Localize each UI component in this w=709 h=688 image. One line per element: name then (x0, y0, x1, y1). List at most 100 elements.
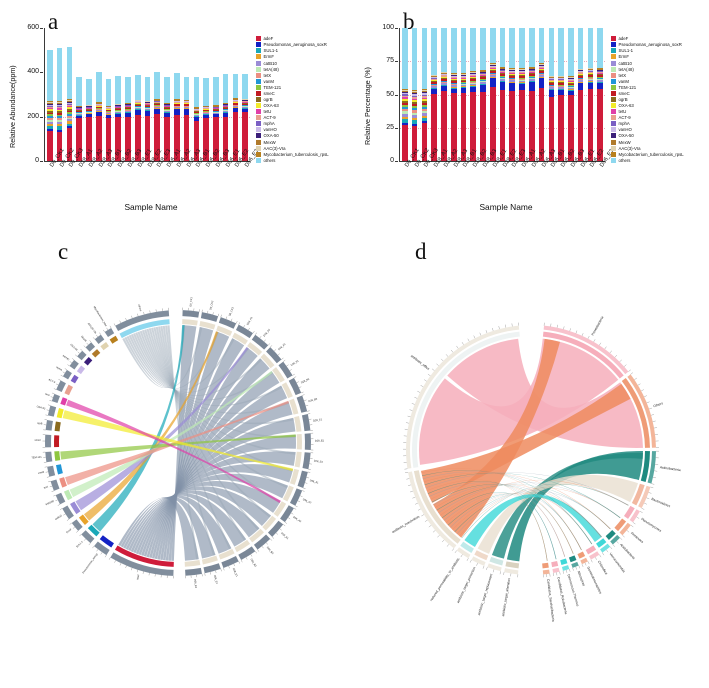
legend-item[interactable]: ErmF (611, 54, 684, 60)
bar-column[interactable] (74, 28, 84, 161)
legend-item[interactable]: TEM-121 (611, 84, 684, 90)
legend-item[interactable]: tetA(48) (611, 66, 684, 72)
stacked-bar[interactable] (115, 76, 122, 161)
bar-column[interactable] (94, 28, 104, 161)
stacked-bar[interactable] (134, 75, 141, 161)
bar-column[interactable] (488, 28, 498, 161)
legend-item[interactable]: SUL1-1 (611, 48, 684, 54)
stacked-bar[interactable] (105, 78, 112, 161)
bar-column[interactable] (113, 28, 123, 161)
stacked-bar[interactable] (203, 77, 209, 161)
legend-item[interactable]: mphA (611, 121, 684, 127)
stacked-bar[interactable] (174, 72, 180, 161)
legend-item[interactable]: OXA-63 (256, 103, 329, 109)
stacked-bar[interactable] (577, 28, 584, 161)
bar-column[interactable] (65, 28, 75, 161)
legend-item[interactable]: MexW (256, 139, 329, 145)
bar-column[interactable] (507, 28, 517, 161)
bar-column[interactable] (182, 28, 192, 161)
bar-column[interactable] (527, 28, 537, 161)
stacked-bar[interactable] (441, 28, 447, 161)
stacked-bar[interactable] (76, 76, 82, 161)
stacked-bar[interactable] (480, 28, 486, 161)
stacked-bar[interactable] (95, 72, 102, 161)
legend-item[interactable]: TEM-121 (256, 84, 329, 90)
stacked-bar[interactable] (509, 28, 516, 161)
stacked-bar[interactable] (470, 28, 477, 161)
legend-item[interactable]: OXA-50 (256, 133, 329, 139)
legend-item[interactable]: tetX (611, 72, 684, 78)
bar-column[interactable] (439, 28, 449, 161)
legend-item[interactable]: catB10 (611, 60, 684, 66)
bar-column[interactable] (420, 28, 430, 161)
legend-item[interactable]: OXA-63 (611, 103, 684, 109)
bar-column[interactable] (231, 28, 241, 161)
bar-column[interactable] (201, 28, 211, 161)
legend-item[interactable]: Mycobacterium_tuberculosis_rpsL (256, 151, 329, 157)
legend-item[interactable]: catB10 (256, 60, 329, 66)
legend-item[interactable]: Pseudomonas_aeruginosa_soxR (256, 42, 329, 48)
bar-column[interactable] (449, 28, 459, 161)
bar-column[interactable] (459, 28, 469, 161)
bar-column[interactable] (586, 28, 596, 161)
stacked-bar[interactable] (232, 72, 239, 161)
bar-column[interactable] (537, 28, 547, 161)
bar-column[interactable] (576, 28, 586, 161)
legend-item[interactable]: others (611, 157, 684, 163)
stacked-bar[interactable] (56, 48, 63, 161)
stacked-bar[interactable] (489, 28, 496, 161)
legend-item[interactable]: Pseudomonas_aeruginosa_soxR (611, 42, 684, 48)
stacked-bar[interactable] (548, 28, 555, 161)
bar-column[interactable] (468, 28, 478, 161)
stacked-bar[interactable] (519, 28, 525, 161)
legend-item[interactable]: ogrB (256, 96, 329, 102)
stacked-bar[interactable] (222, 74, 229, 161)
bar-column[interactable] (211, 28, 221, 161)
legend-item[interactable]: vanM (256, 78, 329, 84)
stacked-bar[interactable] (431, 28, 437, 161)
legend-item[interactable]: MexW (611, 139, 684, 145)
legend-item[interactable]: others (256, 157, 329, 163)
stacked-bar[interactable] (587, 28, 594, 161)
legend-item[interactable]: Mycobacterium_tuberculosis_rpsL (611, 151, 684, 157)
stacked-bar[interactable] (568, 28, 574, 161)
stacked-bar[interactable] (597, 28, 604, 161)
bar-column[interactable] (240, 28, 250, 161)
stacked-bar[interactable] (242, 73, 249, 161)
legend-item[interactable]: smeC (256, 90, 329, 96)
legend-item[interactable]: vanHO (256, 127, 329, 133)
bar-column[interactable] (133, 28, 143, 161)
bar-column[interactable] (152, 28, 162, 161)
bar-column[interactable] (498, 28, 508, 161)
stacked-bar[interactable] (411, 28, 418, 161)
legend-item[interactable]: tetA(48) (256, 66, 329, 72)
bar-column[interactable] (45, 28, 55, 161)
legend-item[interactable]: vanHO (611, 127, 684, 133)
bar-column[interactable] (221, 28, 231, 161)
bar-column[interactable] (162, 28, 172, 161)
legend-item[interactable]: AAC(3)-VIa (256, 145, 329, 151)
stacked-bar[interactable] (66, 47, 73, 161)
bar-column[interactable] (143, 28, 153, 161)
stacked-bar[interactable] (538, 28, 545, 161)
stacked-bar[interactable] (164, 76, 170, 161)
legend-item[interactable]: tetX (256, 72, 329, 78)
bar-column[interactable] (429, 28, 439, 161)
bar-column[interactable] (566, 28, 576, 161)
stacked-bar[interactable] (144, 77, 151, 161)
stacked-bar[interactable] (193, 76, 200, 161)
stacked-bar[interactable] (421, 28, 428, 161)
bar-column[interactable] (400, 28, 410, 161)
bar-column[interactable] (517, 28, 527, 161)
stacked-bar[interactable] (213, 77, 219, 161)
bar-column[interactable] (410, 28, 420, 161)
bar-column[interactable] (104, 28, 114, 161)
legend-item[interactable]: mphA (256, 121, 329, 127)
stacked-bar[interactable] (499, 28, 506, 161)
legend-item[interactable]: SUL1-1 (256, 48, 329, 54)
stacked-bar[interactable] (86, 78, 92, 161)
legend-item[interactable]: ACT-9 (611, 115, 684, 121)
legend-item[interactable]: AAC(3)-VIa (611, 145, 684, 151)
stacked-bar[interactable] (558, 28, 564, 161)
stacked-bar[interactable] (183, 76, 190, 161)
